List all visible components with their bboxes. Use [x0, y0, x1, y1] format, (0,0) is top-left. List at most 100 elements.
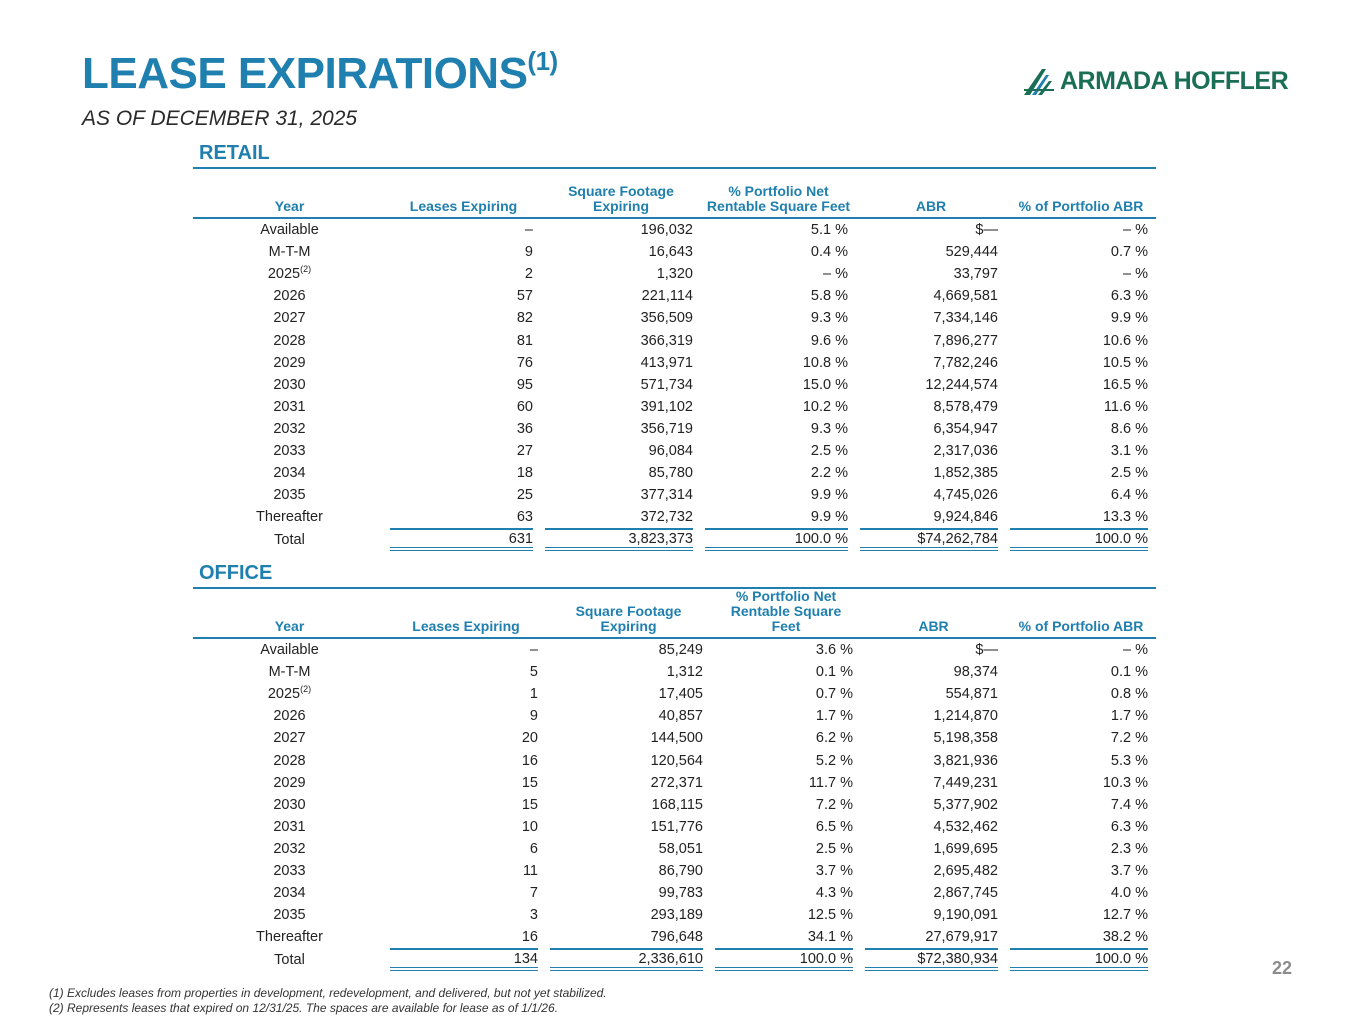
cell-leases: 2 — [524, 266, 533, 283]
footnote-marker: (2) — [300, 684, 312, 695]
cell-leases: 1 — [529, 686, 538, 703]
table-row: 2034 18 85,780 2.2 % 1,852,385 2.5 % — [193, 462, 1156, 484]
cell-sqft: 413,971 — [640, 354, 693, 371]
cell-sqft: 99,783 — [658, 885, 703, 902]
cell-pct-abr: 2.5 % — [1110, 465, 1148, 482]
cell-pct-sqft: 9.9 % — [810, 487, 848, 504]
cell-sqft: 40,857 — [658, 708, 703, 725]
cell-year: 2030 — [273, 796, 306, 813]
retail-section-title: RETAIL — [199, 142, 270, 164]
col-header-leases-expiring: Leases Expiring — [386, 167, 541, 219]
cell-pct-abr: – % — [1123, 222, 1148, 239]
cell-leases: 15 — [521, 774, 538, 791]
cell-pct-abr: 6.4 % — [1110, 487, 1148, 504]
table-row: 2026 9 40,857 1.7 % 1,214,870 1.7 % — [193, 705, 1156, 727]
table-row: 2034 7 99,783 4.3 % 2,867,745 4.0 % — [193, 882, 1156, 904]
cell-pct-abr: 0.8 % — [1110, 686, 1148, 703]
cell-abr: 33,797 — [953, 266, 998, 283]
cell-year: 2032 — [273, 420, 306, 437]
cell-pct-sqft: 6.2 % — [815, 730, 853, 747]
col-header-pct-abr: % of Portfolio ABR — [1006, 587, 1156, 639]
cell-year: 2035 — [273, 907, 306, 924]
cell-leases: 9 — [529, 708, 538, 725]
cell-pct-sqft: 2.5 % — [810, 442, 848, 459]
cell-leases: 57 — [516, 288, 533, 305]
table-row: M-T-M 9 16,643 0.4 % 529,444 0.7 % — [193, 241, 1156, 263]
cell-abr: 1,852,385 — [933, 465, 998, 482]
cell-pct-abr: – % — [1123, 266, 1148, 283]
cell-abr: $— — [975, 642, 998, 659]
col-header-year: Year — [193, 167, 386, 219]
cell-year: Total — [274, 531, 305, 548]
cell-year: 2027 — [273, 310, 306, 327]
cell-pct-abr: 10.6 % — [1102, 332, 1148, 349]
cell-pct-sqft: 15.0 % — [802, 376, 848, 393]
cell-leases: 60 — [516, 398, 533, 415]
cell-sqft: 293,189 — [650, 907, 703, 924]
cell-abr: 1,699,695 — [933, 840, 998, 857]
cell-abr: 2,317,036 — [933, 442, 998, 459]
cell-leases: 5 — [529, 664, 538, 681]
cell-pct-sqft: 7.2 % — [815, 796, 853, 813]
cell-sqft: 221,114 — [641, 288, 693, 305]
office-table-body: Available – 85,249 3.6 % $— – % M-T-M 5 1,312 0.1… — [193, 639, 1156, 972]
cell-sqft: 151,776 — [650, 818, 703, 835]
cell-pct-abr: 10.3 % — [1102, 774, 1148, 791]
cell-pct-sqft: 9.3 % — [810, 420, 848, 437]
col-header-year: Year — [193, 587, 386, 639]
cell-leases: 18 — [516, 465, 533, 482]
cell-abr: 5,198,358 — [933, 730, 998, 747]
cell-year: 2029 — [273, 774, 306, 791]
cell-leases: 76 — [516, 354, 533, 371]
cell-sqft: 1,320 — [656, 266, 693, 283]
table-row: Available – 196,032 5.1 % $— – % — [193, 219, 1156, 241]
cell-year: 2031 — [273, 818, 306, 835]
cell-abr: 4,669,581 — [933, 288, 998, 305]
cell-pct-abr: 38.2 % — [1102, 929, 1148, 946]
cell-abr: 7,782,246 — [933, 354, 998, 371]
cell-pct-abr: 0.1 % — [1110, 664, 1148, 681]
cell-sqft: 377,314 — [640, 487, 693, 504]
total-pct-sqft: 100.0 % — [711, 948, 861, 972]
table-row: 2033 11 86,790 3.7 % 2,695,482 3.7 % — [193, 860, 1156, 882]
cell-abr: 3,821,936 — [933, 752, 998, 769]
cell-sqft: 571,734 — [640, 376, 693, 393]
col-header-square-footage: Square Footage Expiring — [541, 167, 701, 219]
cell-pct-sqft: 10.8 % — [802, 354, 848, 371]
footnote-2: (2) Represents leases that expired on 12… — [49, 1001, 558, 1015]
cell-abr: 7,449,231 — [933, 774, 998, 791]
cell-pct-abr: 8.6 % — [1110, 420, 1148, 437]
cell-abr: 529,444 — [945, 244, 998, 261]
col-header-pct-abr: % of Portfolio ABR — [1006, 167, 1156, 219]
cell-year: 2035 — [273, 487, 306, 504]
cell-pct-sqft: 3.6 % — [815, 642, 853, 659]
cell-sqft: 796,648 — [650, 929, 703, 946]
cell-leases: 11 — [522, 862, 538, 879]
cell-sqft: 196,032 — [640, 222, 693, 239]
cell-leases: – — [524, 222, 533, 239]
cell-pct-abr: 11.6 % — [1103, 398, 1148, 415]
total-pct-sqft: 100.0 % — [701, 528, 856, 552]
total-leases: 631 — [386, 528, 541, 552]
footnote-1: (1) Excludes leases from properties in d… — [49, 986, 607, 1000]
col-header-pct-nrsf: % Portfolio Net Rentable Square Feet — [711, 587, 861, 639]
table-row: Available – 85,249 3.6 % $— – % — [193, 639, 1156, 661]
page-number: 22 — [1272, 958, 1293, 978]
cell-leases: 6 — [529, 840, 538, 857]
cell-sqft: 96,084 — [648, 442, 693, 459]
cell-pct-sqft: 5.2 % — [815, 752, 853, 769]
cell-sqft: 86,790 — [658, 862, 703, 879]
cell-abr: 9,190,091 — [933, 907, 998, 924]
table-row: 2032 36 356,719 9.3 % 6,354,947 8.6 % — [193, 418, 1156, 440]
table-row: 2030 95 571,734 15.0 % 12,244,574 16.5 % — [193, 374, 1156, 396]
cell-pct-sqft: 5.8 % — [810, 288, 848, 305]
table-row: 2028 81 366,319 9.6 % 7,896,277 10.6 % — [193, 329, 1156, 351]
cell-leases: 9 — [524, 244, 533, 261]
page-title: LEASE EXPIRATIONS(1) — [82, 46, 558, 98]
cell-abr: 4,745,026 — [933, 487, 998, 504]
cell-abr: 2,867,745 — [933, 885, 998, 902]
cell-pct-abr: 5.3 % — [1110, 752, 1148, 769]
retail-table-body: Available – 196,032 5.1 % $— – % M-T-M 9 16,643 0… — [193, 219, 1156, 552]
retail-lease-table: Year Leases Expiring Square Footage Expi… — [193, 167, 1156, 552]
table-row: M-T-M 5 1,312 0.1 % 98,374 0.1 % — [193, 661, 1156, 683]
